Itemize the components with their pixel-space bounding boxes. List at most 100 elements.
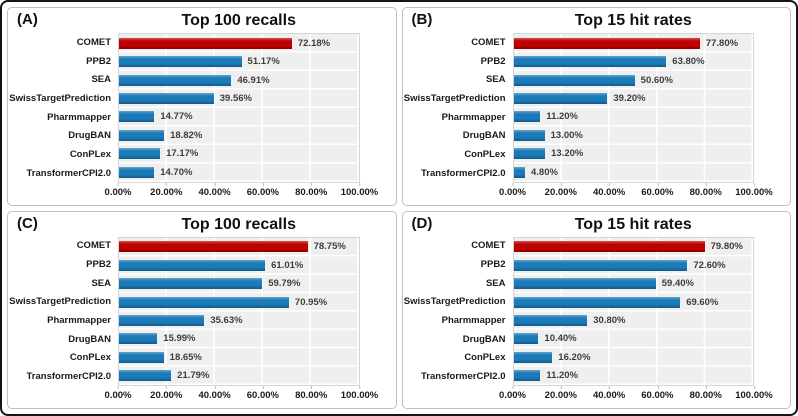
chart-title: Top 15 hit rates [574, 12, 692, 29]
value-label: 11.20% [546, 111, 579, 123]
bar-row: 18.82% [119, 126, 359, 144]
value-label: 39.56% [219, 93, 252, 105]
category-label: ConPLex [69, 148, 111, 160]
value-label: 51.17% [247, 56, 280, 68]
bar-row: 10.40% [513, 330, 754, 348]
panel-d: (D) Top 15 hit rates COMET PPB2 SEA SwissTa… [401, 210, 791, 409]
bar-row: 72.60% [513, 256, 754, 274]
bar-row: 59.79% [119, 274, 359, 292]
axis-ticks: 0.00% 20.00% 40.00% 60.00% 80.00% 100.00% [105, 386, 378, 403]
bar-row: 30.80% [513, 311, 754, 329]
plot-area: 78.75% 61.01% 59.79% 70.95% 35.63% 15.99% 18.6… [118, 236, 360, 386]
x-tick-label: 60.00% [641, 386, 674, 401]
value-label: 39.20% [613, 93, 646, 105]
x-tick-label: 40.00% [592, 386, 626, 401]
bar [513, 314, 588, 326]
bar-row: 14.70% [119, 163, 359, 181]
bar-row: 63.80% [513, 52, 754, 70]
category-label: ConPLex [69, 352, 111, 364]
bar-row: 18.65% [119, 348, 359, 366]
category-label: TransformerCPI2.0 [421, 167, 506, 179]
chart-title: Top 15 hit rates [574, 215, 692, 233]
category-labels: COMET PPB2 SEA SwissTargetPrediction Pharmma… [404, 33, 513, 183]
x-tick-label: 20.00% [150, 182, 183, 198]
category-label: SEA [91, 74, 111, 86]
x-tick-label: 40.00% [198, 386, 231, 401]
bar-chart: COMET PPB2 SEA SwissTargetPrediction Pharmma… [9, 33, 386, 200]
bar-row: 78.75% [119, 238, 359, 256]
axis-ticks: 0.00% 20.00% 40.00% 60.00% 80.00% 100.00% [499, 386, 773, 403]
bar-row: 79.80% [513, 238, 754, 256]
category-label: COMET [471, 36, 506, 48]
bar [513, 74, 635, 86]
x-tick-label: 0.00% [104, 182, 132, 198]
panel-label: (A) [17, 11, 38, 28]
bar [513, 259, 688, 271]
bar [513, 278, 656, 290]
bar-row: 70.95% [119, 293, 359, 311]
value-label: 59.79% [268, 278, 301, 290]
chart-title: Top 100 recalls [181, 215, 296, 233]
x-tick-label: 60.00% [246, 182, 280, 198]
bar [513, 333, 539, 345]
bar-row: 39.56% [119, 89, 359, 107]
bar [119, 296, 289, 308]
bar [119, 259, 266, 271]
value-label: 18.65% [169, 351, 202, 363]
x-tick-label: 0.00% [104, 386, 132, 401]
value-label: 13.20% [551, 148, 584, 160]
x-tick-label: 100.00% [735, 182, 773, 198]
bar-chart: COMET PPB2 SEA SwissTargetPrediction Pharmma… [9, 236, 386, 404]
bar [513, 296, 681, 308]
category-label: SwissTargetPrediction [403, 296, 506, 308]
x-tick-label: 80.00% [689, 386, 722, 401]
bar [119, 166, 155, 178]
value-label: 70.95% [294, 296, 328, 308]
bar-row: 69.60% [513, 293, 754, 311]
bar [513, 56, 667, 68]
category-label: TransformerCPI2.0 [26, 371, 111, 383]
plot-area: 77.80% 63.80% 50.60% 39.20% 11.20% 13.00% 13.2… [512, 33, 754, 183]
x-tick-label: 100.00% [735, 386, 773, 401]
bar [119, 278, 263, 290]
category-label: ConPLex [464, 352, 506, 364]
category-label: PPB2 [480, 259, 506, 271]
panel-a: (A) Top 100 recalls COMET PPB2 SEA SwissTar… [7, 7, 397, 206]
x-tick-label: 20.00% [544, 182, 577, 198]
category-label: DrugBAN [462, 130, 506, 142]
category-label: ConPLex [464, 148, 506, 160]
plot-area: 72.18% 51.17% 46.91% 39.56% 14.77% 18.82% 17.1… [118, 33, 360, 183]
bar [513, 93, 608, 105]
bar [119, 111, 155, 123]
category-label: SEA [485, 74, 506, 86]
category-label: TransformerCPI2.0 [26, 167, 111, 179]
bar-row: 35.63% [119, 311, 359, 329]
bar [513, 148, 546, 160]
category-label: COMET [76, 36, 111, 48]
bar-row: 61.01% [119, 256, 359, 274]
value-label: 46.91% [237, 74, 270, 86]
category-label: SwissTargetPrediction [9, 92, 111, 104]
bar [119, 56, 242, 68]
bar-row: 72.18% [119, 34, 359, 52]
category-label: DrugBAN [462, 333, 506, 345]
highlight-bar [119, 37, 292, 49]
highlight-bar [119, 241, 308, 253]
value-label: 50.60% [640, 74, 673, 86]
value-label: 13.00% [550, 129, 583, 141]
category-labels: COMET PPB2 SEA SwissTargetPrediction Pharmma… [9, 237, 118, 387]
bar-row: 15.99% [119, 330, 359, 348]
x-tick-label: 60.00% [246, 386, 280, 401]
axis-ticks: 0.00% 20.00% 40.00% 60.00% 80.00% 100.00% [105, 182, 378, 200]
value-label: 15.99% [163, 333, 196, 345]
value-label: 35.63% [210, 314, 243, 326]
bar [513, 166, 525, 178]
x-tick-label: 0.00% [499, 386, 526, 401]
bar-row: 59.40% [513, 274, 754, 292]
category-label: PPB2 [480, 55, 506, 67]
value-label: 4.80% [530, 166, 558, 178]
bar-row: 4.80% [513, 163, 754, 181]
bar [119, 74, 232, 86]
bar [513, 129, 545, 141]
